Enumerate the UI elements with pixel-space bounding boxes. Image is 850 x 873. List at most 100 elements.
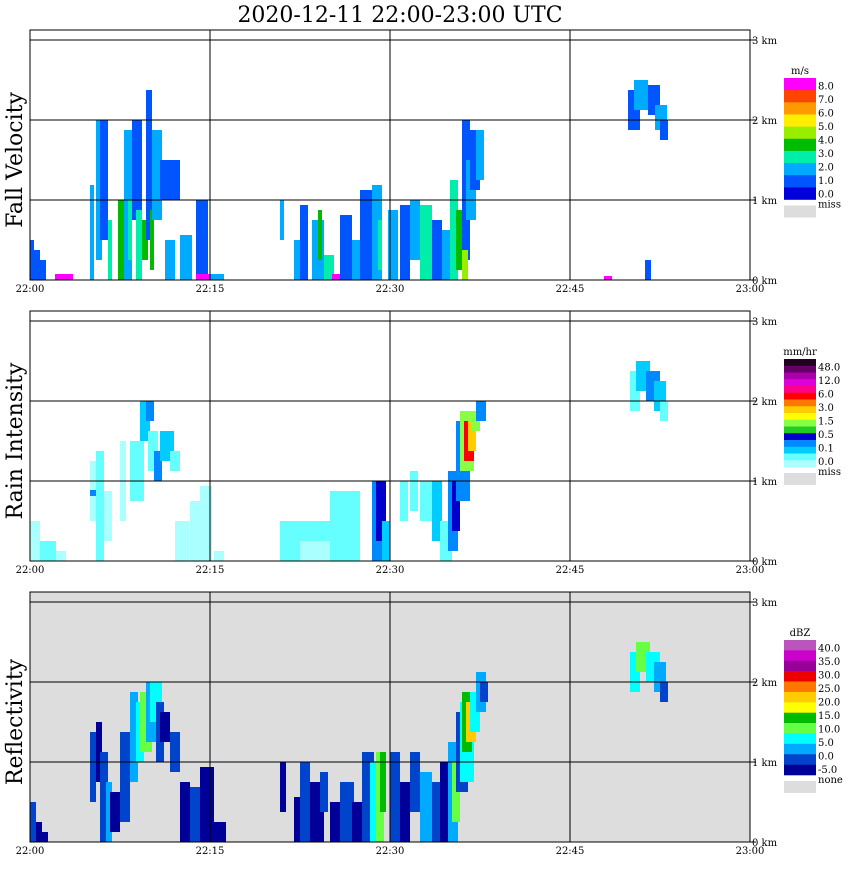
y-tick-label: 2 km	[752, 678, 778, 689]
y-tick-label: 3 km	[752, 598, 778, 609]
echo-cell	[476, 130, 484, 180]
colorbar-label: 30.0	[818, 670, 840, 681]
colorbar-swatch	[784, 660, 816, 672]
x-tick-label: 22:30	[376, 846, 405, 857]
y-tick-label: 3 km	[752, 36, 778, 47]
echo-cell	[104, 491, 112, 541]
colorbar-missing-label: none	[818, 775, 843, 786]
echo-cell	[132, 120, 142, 220]
colorbar-label: 0.0	[818, 189, 834, 200]
echo-cell	[170, 451, 180, 471]
x-tick-label: 22:15	[196, 565, 225, 576]
x-tick-label: 22:00	[16, 565, 45, 576]
echo-cell	[30, 802, 36, 842]
echo-cell	[442, 230, 450, 280]
colorbar-label: 5.0	[818, 738, 834, 749]
echo-cell	[340, 215, 352, 280]
echo-cell	[634, 80, 648, 110]
colorbar-swatch	[784, 650, 816, 662]
x-tick-label: 22:30	[376, 565, 405, 576]
echo-cell	[432, 481, 442, 541]
plot-frame	[29, 591, 751, 843]
echo-cell	[30, 240, 34, 280]
colorbar-label: 25.0	[818, 684, 840, 695]
x-tick-label: 22:45	[556, 846, 585, 857]
colorbar-swatch	[784, 138, 816, 152]
echo-cell	[476, 401, 486, 421]
echo-cell	[410, 471, 418, 511]
colorbar-label: 20.0	[818, 697, 840, 708]
echo-cell	[340, 782, 354, 842]
echo-cell	[324, 255, 334, 280]
echo-cell	[352, 240, 362, 280]
colorbar-label: 3.0	[818, 149, 834, 160]
echo-cell	[388, 210, 398, 280]
panel-reflectivity: 0 km 1 km 2 km 3 km 22:00 22:15 22:30 22:45 23:0…	[3, 591, 843, 857]
echo-cell	[456, 210, 464, 270]
echo-cell	[106, 782, 112, 842]
y-tick-label: 1 km	[752, 477, 778, 488]
echo-cell	[462, 250, 468, 280]
echo-cell	[210, 822, 226, 842]
colorbar-label: 3.0	[818, 403, 834, 414]
x-tick-label: 23:00	[736, 846, 765, 857]
colorbar-swatch	[784, 743, 816, 755]
echo-cell	[318, 210, 322, 260]
echo-cell	[196, 200, 208, 280]
colorbar-swatch	[784, 114, 816, 127]
colorbar-swatch	[784, 359, 816, 367]
y-tick-label: 0 km	[752, 838, 778, 849]
x-tick-label: 22:00	[16, 846, 45, 857]
panel-label: Fall Velocity	[3, 92, 28, 228]
colorbar-label: 6.0	[818, 389, 834, 400]
colorbar-label: 35.0	[818, 657, 840, 668]
y-tick-label: 0 km	[752, 276, 778, 287]
echo-cell	[320, 772, 328, 812]
echo-cell	[40, 832, 48, 842]
echo-cell	[214, 551, 224, 561]
echo-cell	[90, 732, 96, 802]
x-tick-label: 23:00	[736, 284, 765, 295]
colorbar-swatch	[784, 399, 816, 407]
y-tick-label: 0 km	[752, 557, 778, 568]
echo-cell	[146, 401, 154, 421]
echo-cell	[280, 200, 284, 240]
colorbar-missing-label: miss	[818, 200, 841, 211]
echo-cell	[420, 481, 432, 521]
echo-cell	[420, 205, 432, 280]
echo-cell	[470, 692, 480, 732]
colorbar-swatch	[784, 691, 816, 703]
echo-cell	[150, 210, 154, 270]
colorbar-swatch	[784, 446, 816, 454]
colorbar-label: 0.5	[818, 430, 834, 441]
echo-cell	[630, 652, 640, 692]
colorbar-label: 0.1	[818, 443, 834, 454]
colorbar-label: 2.0	[818, 162, 834, 173]
echo-cell	[148, 431, 158, 471]
colorbar-swatch	[784, 426, 816, 434]
colorbar-swatch	[784, 733, 816, 745]
echo-cell	[96, 120, 102, 260]
panel-rain-intensity: 0 km 1 km 2 km 3 km 22:00 22:15 22:30 22:45 23:0…	[3, 310, 841, 576]
colorbar-label: 1.5	[818, 416, 834, 427]
colorbar-swatch	[784, 433, 816, 441]
echo-cell	[452, 481, 460, 531]
panel-fall-velocity: 0 km 1 km 2 km 3 km 22:00 22:15 22:30 22:45 23:0…	[3, 29, 841, 295]
echo-cell	[420, 772, 432, 842]
echo-cell	[142, 220, 148, 260]
echo-cell	[400, 782, 410, 842]
colorbar-swatch	[784, 392, 816, 400]
echo-cell	[450, 180, 458, 280]
colorbar-swatch	[784, 386, 816, 394]
echo-cell	[180, 782, 190, 842]
echo-cell	[390, 752, 400, 842]
echo-cell	[410, 752, 420, 812]
echo-cell	[90, 185, 94, 280]
y-tick-label: 2 km	[752, 397, 778, 408]
x-tick-label: 22:45	[556, 284, 585, 295]
echo-cell	[660, 120, 668, 140]
colorbar-swatch	[784, 460, 816, 468]
colorbar-label: -5.0	[818, 765, 837, 776]
echo-cell	[55, 274, 73, 280]
colorbar-swatch	[784, 453, 816, 461]
